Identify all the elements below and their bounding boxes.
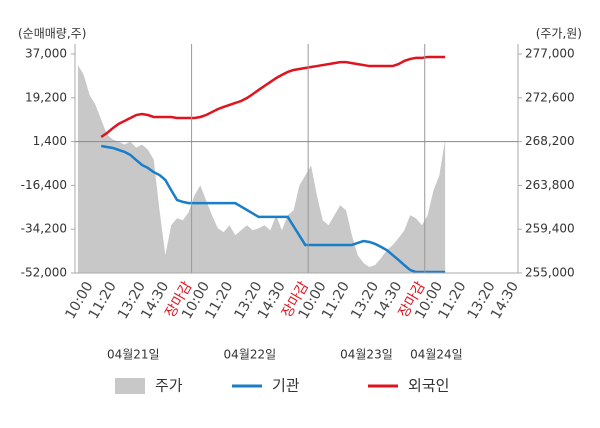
y-tick-label: -34,200 bbox=[21, 222, 67, 236]
y2-tick-label: 268,200 bbox=[525, 134, 575, 148]
y-tick-label: 19,200 bbox=[25, 90, 67, 104]
legend-label: 외국인 bbox=[408, 377, 449, 395]
series-line bbox=[100, 55, 446, 138]
y2-tick-label: 255,000 bbox=[525, 266, 575, 280]
y-tick-label: 37,000 bbox=[25, 47, 67, 61]
series-line bbox=[101, 144, 446, 274]
y-axis-label: (순매매량,주) bbox=[18, 27, 86, 41]
y2-axis-label: (주가,원) bbox=[536, 27, 582, 41]
y2-tick-label: 277,000 bbox=[525, 47, 575, 61]
date-label: 04월23일 bbox=[340, 348, 393, 362]
date-label: 04월22일 bbox=[224, 348, 277, 362]
y-tick-label: -16,400 bbox=[21, 178, 67, 192]
legend-label: 기관 bbox=[272, 377, 300, 395]
y-tick-label: 1,400 bbox=[33, 134, 67, 148]
date-label: 04월21일 bbox=[107, 348, 160, 362]
y2-tick-label: 259,400 bbox=[525, 222, 575, 236]
y-tick-label: -52,000 bbox=[21, 266, 67, 280]
y2-tick-label: 263,800 bbox=[525, 178, 575, 192]
legend-swatch bbox=[115, 378, 145, 394]
y2-tick-label: 272,600 bbox=[525, 90, 575, 104]
date-label: 04월24일 bbox=[410, 348, 463, 362]
price-area bbox=[77, 64, 446, 273]
legend-label: 주가 bbox=[155, 377, 183, 395]
